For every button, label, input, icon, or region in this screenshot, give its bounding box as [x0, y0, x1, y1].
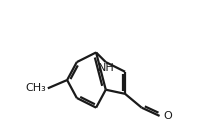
- Text: O: O: [163, 111, 172, 121]
- Text: NH: NH: [97, 63, 114, 73]
- Text: CH₃: CH₃: [25, 83, 46, 93]
